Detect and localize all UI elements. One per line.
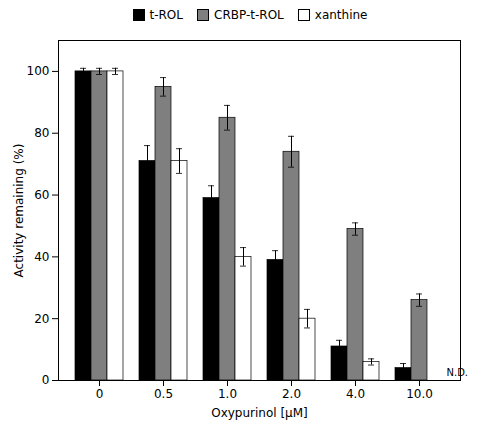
svg-text:0: 0 — [42, 373, 50, 387]
svg-text:N.D.: N.D. — [447, 367, 469, 378]
svg-text:100: 100 — [27, 64, 50, 78]
svg-text:80: 80 — [34, 126, 49, 140]
svg-text:2.0: 2.0 — [282, 387, 301, 401]
svg-text:Activity remaining (%): Activity remaining (%) — [12, 144, 26, 278]
svg-text:40: 40 — [34, 250, 49, 264]
html-text:xanthine: xanthine — [314, 8, 368, 22]
svg-text:60: 60 — [34, 188, 49, 202]
svg-text:4.0: 4.0 — [346, 387, 365, 401]
html-text:t-ROL: t-ROL — [149, 8, 183, 22]
svg-text:0: 0 — [96, 387, 104, 401]
html-text:CRBP-t-ROL: CRBP-t-ROL — [214, 8, 284, 22]
svg-text:Oxypurinol [μM]: Oxypurinol [μM] — [211, 406, 308, 420]
svg-text:10.0: 10.0 — [406, 387, 433, 401]
svg-text:0.5: 0.5 — [154, 387, 173, 401]
svg-text:1.0: 1.0 — [218, 387, 237, 401]
svg-text:20: 20 — [34, 312, 49, 326]
